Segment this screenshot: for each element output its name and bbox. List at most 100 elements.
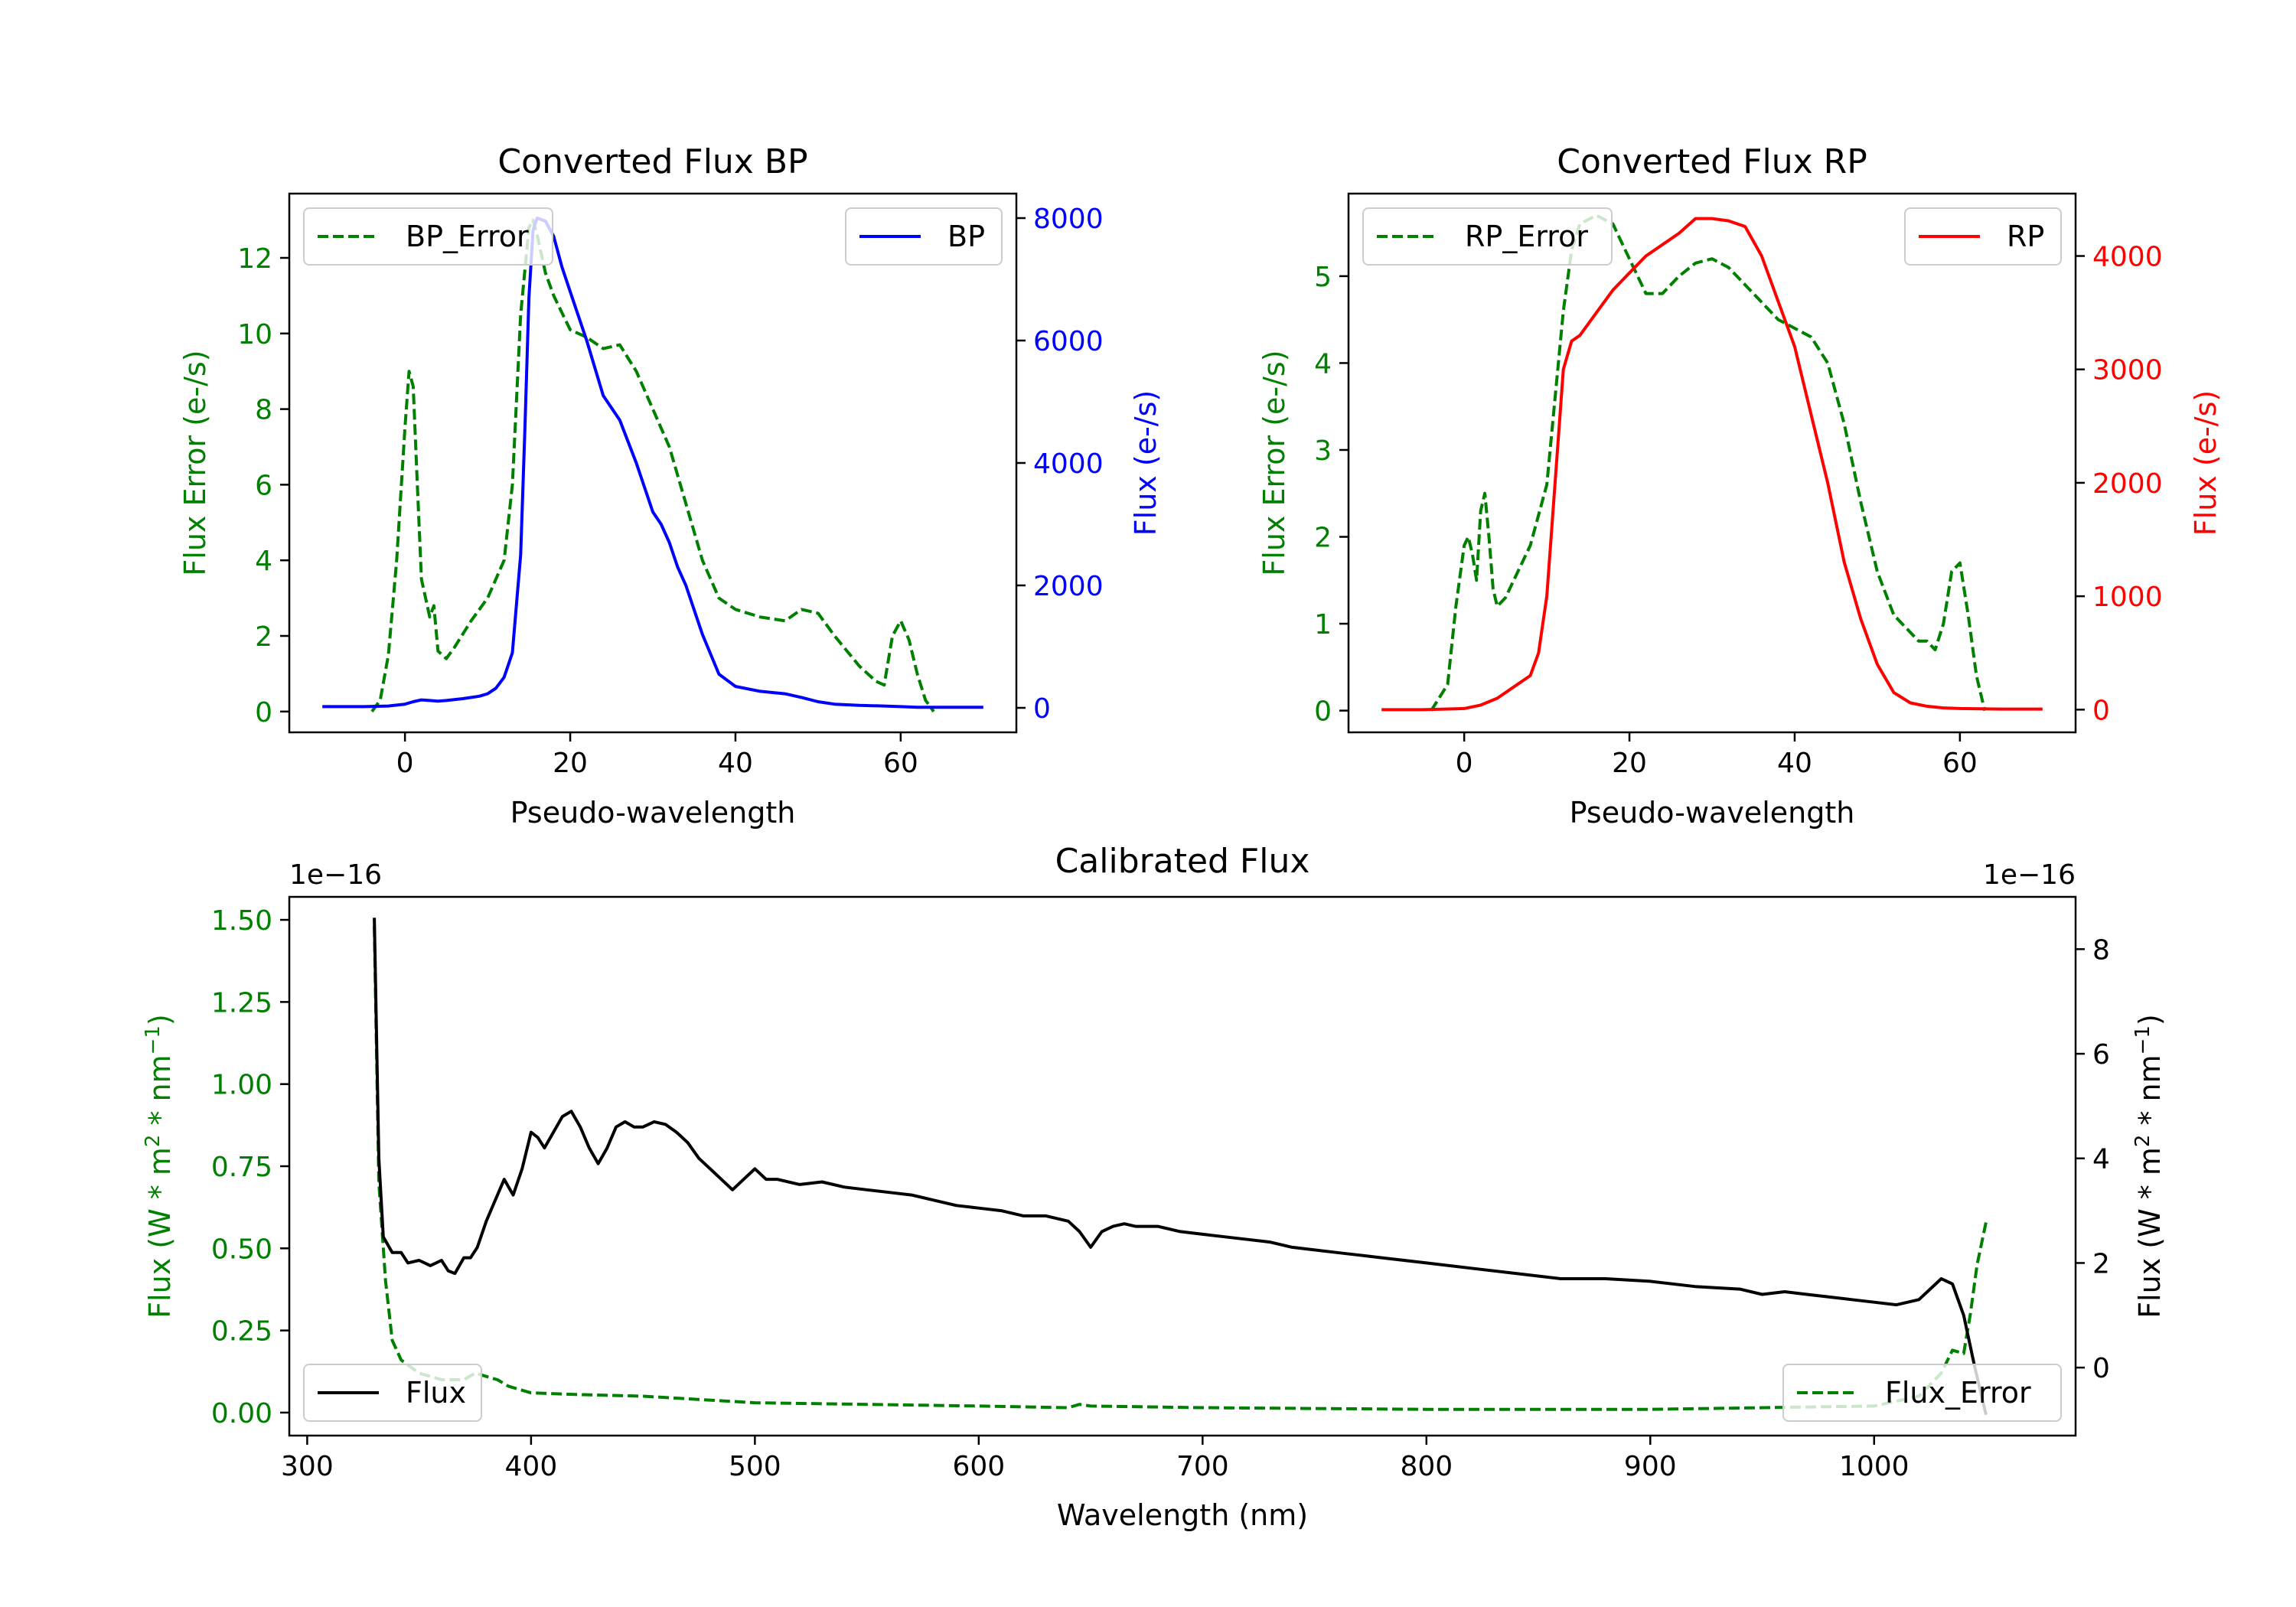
calibrated-x-tick-label: 300 xyxy=(281,1451,334,1482)
rp-chart-panel: Converted Flux RP 0 20 40 60 0 1 2 3 4 5 0 1000 2000… xyxy=(1257,142,2223,830)
bp-left-y-tick-label: 4 xyxy=(255,546,272,577)
calibrated-left-ylabel-part: * nm xyxy=(143,1054,177,1134)
calibrated-error-legend-label: Flux_Error xyxy=(1885,1376,2031,1410)
rp-series-rp-line xyxy=(1381,217,2043,712)
calibrated-left-y-tick-label: 0.50 xyxy=(211,1234,272,1265)
calibrated-x-tick-label: 600 xyxy=(952,1451,1005,1482)
rp-error-legend: RP_Error xyxy=(1362,207,1613,266)
rp-x-tick-label: 0 xyxy=(1456,748,1473,779)
rp-chart-title: Converted Flux RP xyxy=(1557,142,1867,181)
bp-ticks: 0 20 40 60 0 2 4 6 8 10 12 0 2000 4000 6000 8000 xyxy=(237,204,1103,779)
bp-right-y-axis-label: Flux (e-/s) xyxy=(1129,390,1163,536)
rp-right-y-axis-label: Flux (e-/s) xyxy=(2189,390,2223,536)
rp-right-y-tick-label: 0 xyxy=(2092,695,2110,726)
calibrated-x-tick-label: 400 xyxy=(505,1451,558,1482)
calibrated-flux-legend-box xyxy=(303,1364,482,1422)
calibrated-x-tick-label: 800 xyxy=(1400,1451,1453,1482)
calibrated-left-y-tick-label: 0.75 xyxy=(211,1152,272,1183)
rp-series-rp-error-line xyxy=(1430,214,1987,712)
bp-right-y-tick-label: 4000 xyxy=(1033,448,1104,480)
bp-right-y-tick-label: 8000 xyxy=(1033,204,1104,235)
rp-flux-legend-label: RP xyxy=(2007,220,2044,253)
bp-x-tick-label: 0 xyxy=(396,748,414,779)
rp-error-legend-box xyxy=(1362,207,1613,266)
calibrated-right-ylabel-part: Flux (W * m xyxy=(2133,1147,2167,1319)
rp-left-y-axis-label: Flux Error (e-/s) xyxy=(1257,350,1291,575)
calibrated-ticks: 300 400 500 600 700 800 900 1000 0.00 0.25 0.50 0.7… xyxy=(211,905,2110,1482)
bp-left-y-tick-label: 10 xyxy=(237,319,272,350)
calibrated-left-y-tick-label: 1.50 xyxy=(211,905,272,937)
bp-chart-title: Converted Flux BP xyxy=(497,142,807,181)
calibrated-left-ylabel-sup: 2 xyxy=(142,1135,165,1148)
calibrated-left-y-tick-label: 0.00 xyxy=(211,1398,272,1429)
calibrated-left-y-tick-label: 1.25 xyxy=(211,987,272,1019)
bp-x-tick-label: 20 xyxy=(553,748,588,779)
calibrated-right-ylabel-sup: −1 xyxy=(2131,1025,2154,1054)
rp-plot-area xyxy=(1381,214,2043,712)
bp-series-bp-error-line xyxy=(370,218,935,712)
bp-left-y-tick-label: 0 xyxy=(255,697,272,729)
calibrated-x-tick-label: 500 xyxy=(729,1451,781,1482)
bp-series-bp-line xyxy=(322,217,983,709)
calibrated-right-y-axis-label: Flux (W * m2 * nm−1) xyxy=(2131,1014,2167,1319)
bp-flux-legend-box xyxy=(845,207,1003,266)
calibrated-left-ylabel-sup: −1 xyxy=(142,1025,165,1054)
rp-left-y-tick-label: 5 xyxy=(1314,262,1332,293)
rp-right-y-tick-label: 4000 xyxy=(2092,242,2163,273)
calibrated-error-legend-box xyxy=(1782,1364,2062,1422)
calibrated-right-y-tick-label: 2 xyxy=(2092,1248,2110,1279)
bp-x-tick-label: 60 xyxy=(883,748,918,779)
calibrated-chart-panel: Calibrated Flux 1e−16 1e−16 300 400 500 600… xyxy=(142,842,2167,1532)
rp-right-y-tick-label: 2000 xyxy=(2092,468,2163,500)
calibrated-series-flux-line xyxy=(373,918,1988,1416)
calibrated-right-y-tick-label: 6 xyxy=(2092,1039,2110,1071)
rp-left-y-tick-label: 4 xyxy=(1314,348,1332,380)
rp-x-tick-label: 20 xyxy=(1612,748,1647,779)
calibrated-flux-legend-label: Flux xyxy=(406,1376,466,1410)
bp-left-y-tick-label: 8 xyxy=(255,395,272,426)
bp-left-y-tick-label: 6 xyxy=(255,470,272,501)
rp-error-legend-label: RP_Error xyxy=(1465,220,1588,253)
calibrated-right-ylabel-part: ) xyxy=(2133,1014,2167,1025)
rp-left-y-tick-label: 2 xyxy=(1314,523,1332,554)
rp-left-y-tick-label: 0 xyxy=(1314,696,1332,728)
calibrated-left-y-tick-label: 1.00 xyxy=(211,1070,272,1101)
bp-x-tick-label: 40 xyxy=(718,748,753,779)
bp-left-y-tick-label: 2 xyxy=(255,621,272,653)
rp-left-y-tick-label: 1 xyxy=(1314,609,1332,641)
rp-right-y-tick-label: 1000 xyxy=(2092,582,2163,613)
rp-right-y-tick-label: 3000 xyxy=(2092,355,2163,386)
bp-left-y-axis-label: Flux Error (e-/s) xyxy=(178,350,212,575)
calibrated-x-tick-label: 900 xyxy=(1624,1451,1677,1482)
calibrated-right-y-tick-label: 4 xyxy=(2092,1144,2110,1175)
rp-flux-legend: RP xyxy=(1904,207,2062,266)
calibrated-left-ylabel-part: Flux (W * m xyxy=(143,1147,177,1319)
bp-right-y-tick-label: 6000 xyxy=(1033,326,1104,357)
calibrated-right-y-tick-label: 8 xyxy=(2092,934,2110,966)
calibrated-chart-title: Calibrated Flux xyxy=(1055,842,1310,881)
bp-right-y-tick-label: 0 xyxy=(1033,693,1051,725)
rp-axes-frame xyxy=(1347,192,2077,734)
calibrated-left-y-axis-label: Flux (W * m2 * nm−1) xyxy=(142,1014,177,1319)
calibrated-x-tick-label: 1000 xyxy=(1839,1451,1910,1482)
calibrated-x-tick-label: 700 xyxy=(1176,1451,1229,1482)
rp-x-axis-label: Pseudo-wavelength xyxy=(1570,796,1855,830)
calibrated-error-legend: Flux_Error xyxy=(1782,1364,2062,1422)
calibrated-left-y-tick-label: 0.25 xyxy=(211,1316,272,1348)
calibrated-left-ylabel-part: ) xyxy=(143,1014,177,1025)
bp-error-legend: BP_Error xyxy=(303,207,553,266)
bp-right-y-tick-label: 2000 xyxy=(1033,571,1104,602)
calibrated-right-offset-text: 1e−16 xyxy=(1983,859,2076,891)
rp-x-tick-label: 60 xyxy=(1942,748,1978,779)
calibrated-right-ylabel-sup: 2 xyxy=(2131,1135,2154,1148)
bp-flux-legend-label: BP xyxy=(947,220,985,253)
rp-x-tick-label: 40 xyxy=(1777,748,1812,779)
bp-error-legend-box xyxy=(303,207,553,266)
calibrated-flux-legend: Flux xyxy=(303,1364,482,1422)
rp-left-y-tick-label: 3 xyxy=(1314,435,1332,467)
calibrated-left-offset-text: 1e−16 xyxy=(289,859,382,891)
bp-left-y-tick-label: 12 xyxy=(237,243,272,275)
bp-chart-panel: Converted Flux BP 0 20 40 60 0 2 4 6 8 10 12 0 2000 4… xyxy=(178,142,1163,830)
